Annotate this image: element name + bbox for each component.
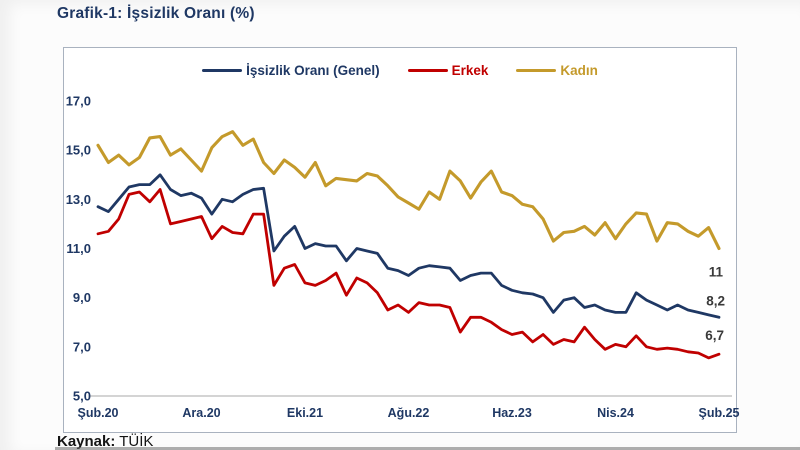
x-tick-label: Nis.24 xyxy=(597,406,634,420)
x-tick-label: Ara.20 xyxy=(182,406,220,420)
cropped-next-element-edge xyxy=(55,447,800,450)
y-tick-label: 11,0 xyxy=(66,241,91,256)
legend-swatch-kadin xyxy=(516,68,557,73)
series-end-label-kadin: 11 xyxy=(709,265,724,280)
y-tick-label: 9,0 xyxy=(73,290,91,305)
series-end-label-erkek: 6,7 xyxy=(705,328,724,343)
series-line-kadin xyxy=(96,130,721,251)
x-tick-label: Eki.21 xyxy=(287,406,323,420)
x-tick-label: Ağu.22 xyxy=(388,406,430,420)
y-tick-label: 5,0 xyxy=(73,389,91,404)
y-tick-label: 15,0 xyxy=(66,143,91,158)
legend-item-genel: İşsizlik Oranı (Genel) xyxy=(202,63,380,78)
y-tick-label: 17,0 xyxy=(66,94,91,109)
legend-label-erkek: Erkek xyxy=(451,63,489,78)
x-tick-label: Haz.23 xyxy=(492,406,532,420)
y-tick-label: 7,0 xyxy=(73,339,91,354)
source-value: TÜİK xyxy=(119,433,154,450)
x-tick-label: Şub.20 xyxy=(78,406,119,420)
chart-legend: İşsizlik Oranı (Genel) Erkek Kadın xyxy=(64,63,736,78)
legend-swatch-genel xyxy=(202,68,243,73)
chart-frame: İşsizlik Oranı (Genel) Erkek Kadın 17,0 1… xyxy=(63,47,740,433)
source-label: Kaynak: xyxy=(57,433,116,450)
legend-label-kadin: Kadın xyxy=(560,63,598,78)
series-line-genel xyxy=(96,173,721,319)
line-chart-plot: 17,0 15,0 13,0 11,0 9,0 7,0 5,0 Şub.20 Ara.20 Eki… xyxy=(66,94,740,421)
source-line: Kaynak: TÜİK xyxy=(57,433,153,450)
page-title: Grafik-1: İşsizlik Oranı (%) xyxy=(57,5,255,22)
legend-item-kadin: Kadın xyxy=(516,63,598,78)
series-end-label-genel: 8,2 xyxy=(706,293,725,308)
legend-item-erkek: Erkek xyxy=(407,63,489,78)
y-tick-label: 13,0 xyxy=(66,192,91,207)
series-line-erkek xyxy=(96,188,721,360)
legend-label-genel: İşsizlik Oranı (Genel) xyxy=(246,63,380,78)
x-tick-label: Şub.25 xyxy=(699,406,740,420)
legend-swatch-erkek xyxy=(407,68,448,73)
